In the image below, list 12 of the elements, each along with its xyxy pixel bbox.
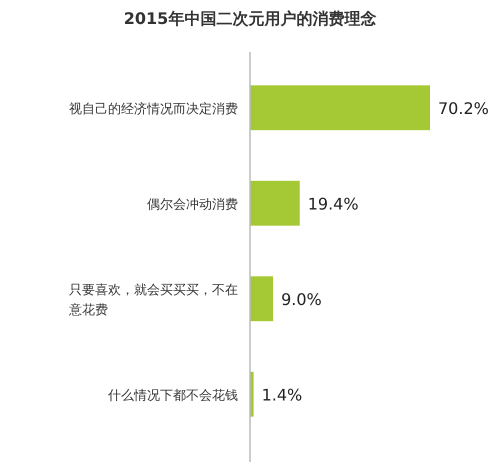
y-tick-label: 只要喜欢，就会买买买，不在意花费 [68, 282, 238, 318]
data-label: 9.0% [281, 290, 322, 309]
bar [250, 85, 430, 130]
data-label: 19.4% [308, 194, 359, 214]
y-tick-label: 视自己的经济情况而决定消费 [69, 102, 238, 117]
y-tick-label: 偶尔会冲动消费 [147, 197, 238, 212]
y-tick-label: 什么情况下都不会花钱 [107, 388, 238, 404]
data-label: 70.2% [438, 98, 489, 118]
bar [250, 276, 274, 322]
data-label: 1.4% [262, 385, 302, 404]
bar [250, 180, 300, 226]
chart-title: 2015年中国二次元用户的消费理念 [124, 9, 376, 28]
